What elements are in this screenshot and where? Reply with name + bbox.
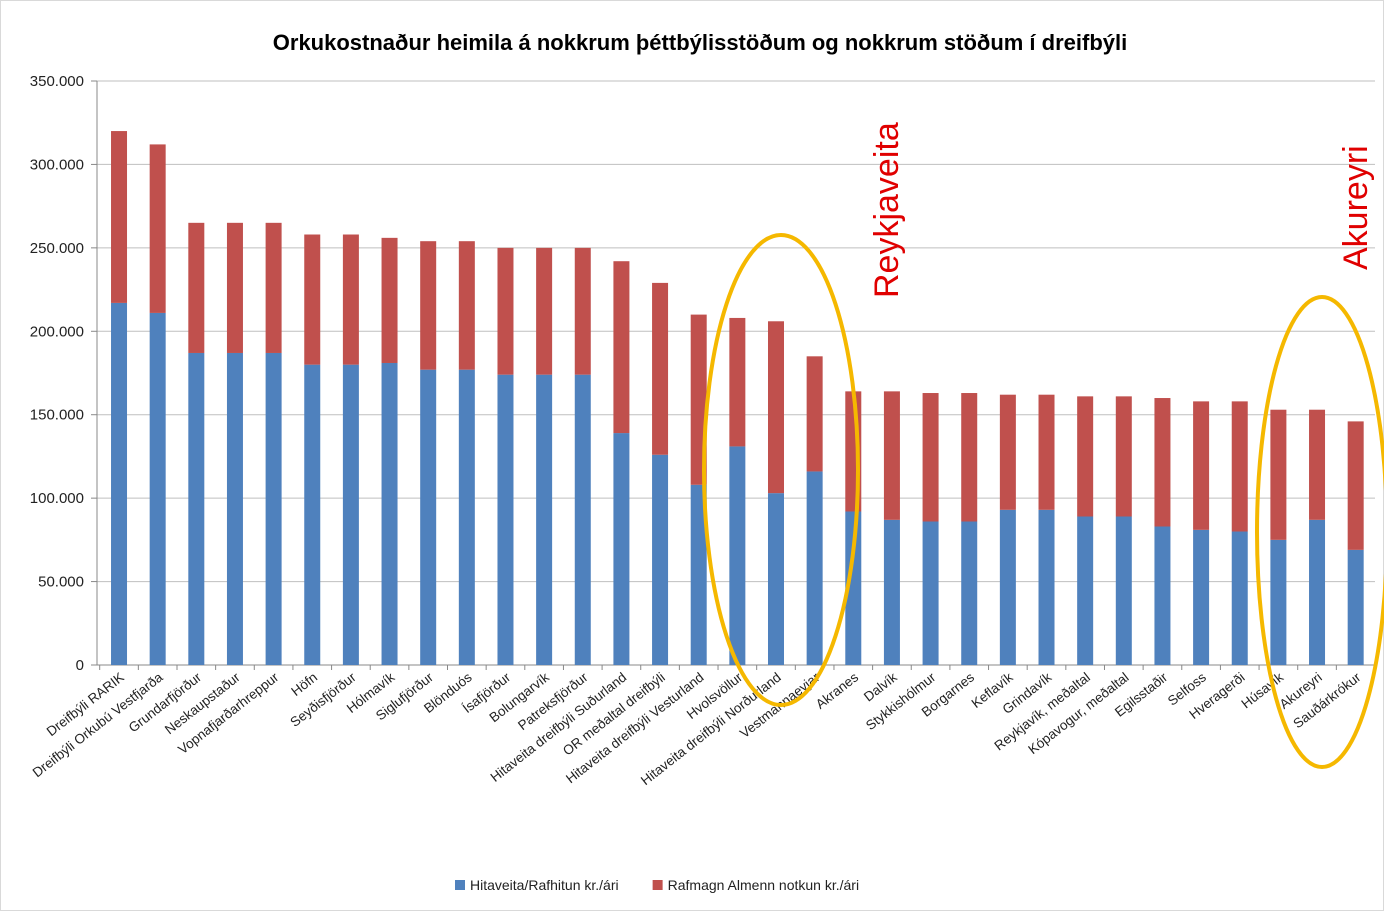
bar-segment <box>1154 398 1171 527</box>
annotation: Reykjaveita <box>868 122 906 298</box>
bar-segment <box>1270 539 1287 665</box>
bar-segment <box>767 321 784 494</box>
y-tick-label: 250.000 <box>30 240 84 257</box>
bar-segment <box>652 454 669 665</box>
bar-segment <box>574 374 591 665</box>
bar-segment <box>381 362 398 665</box>
bar-segment <box>536 247 553 375</box>
bar-segment <box>652 282 669 455</box>
bar-segment <box>922 521 939 665</box>
y-tick-label: 300.000 <box>30 156 84 173</box>
bar-segment <box>342 234 359 365</box>
y-tick-label: 100.000 <box>30 490 84 507</box>
bar-segment <box>1347 549 1364 665</box>
bar-segment <box>265 352 282 665</box>
bar-segment <box>226 222 243 353</box>
bar-segment <box>1347 421 1364 550</box>
bar-segment <box>999 394 1016 510</box>
bar-segment <box>1231 531 1248 665</box>
bar-segment <box>458 241 475 370</box>
bar-segment <box>420 241 437 370</box>
bar-segment <box>883 519 900 665</box>
bar-segment <box>304 234 321 365</box>
bar-segment <box>883 391 900 520</box>
bar-segment <box>1231 401 1248 532</box>
bar-segment <box>613 433 630 665</box>
bar-segment <box>458 369 475 665</box>
bar-segment <box>111 131 128 303</box>
bar-segment <box>1154 526 1171 665</box>
bar-segment <box>1038 394 1055 510</box>
bar-segment <box>1270 409 1287 540</box>
y-tick-label: 50.000 <box>38 574 84 591</box>
y-tick-label: 0 <box>76 657 84 674</box>
bar-segment <box>149 312 166 665</box>
bar-segment <box>690 484 707 665</box>
bar-segment <box>961 393 978 522</box>
bar-segment <box>111 302 128 665</box>
y-tick-label: 200.000 <box>30 323 84 340</box>
bar-segment <box>149 144 166 313</box>
bar-segment <box>767 493 784 665</box>
bar-segment <box>1115 516 1132 665</box>
legend-label: Rafmagn Almenn notkun kr./ári <box>668 877 859 893</box>
bar-segment <box>1115 396 1132 517</box>
annotation: Akureyri <box>1337 145 1375 270</box>
bar-segment <box>304 364 321 665</box>
bar-segment <box>1193 529 1210 665</box>
bar-segment <box>999 509 1016 665</box>
bar-segment <box>922 393 939 522</box>
bar-segment <box>188 222 205 353</box>
bar-segment <box>1309 409 1326 520</box>
bar-segment <box>729 317 746 447</box>
bar-segment <box>574 247 591 375</box>
bar-segment <box>536 374 553 665</box>
y-tick-label: 150.000 <box>30 407 84 424</box>
bar-segment <box>497 374 514 665</box>
y-tick-label: 350.000 <box>30 73 84 90</box>
chart-title: Orkukostnaður heimila á nokkrum þéttbýli… <box>273 30 1127 55</box>
bar-segment <box>1077 396 1094 517</box>
bar-segment <box>226 352 243 665</box>
bar-segment <box>420 369 437 665</box>
legend-swatch <box>652 880 663 890</box>
bar-segment <box>497 247 514 375</box>
bar-segment <box>188 352 205 665</box>
bar-segment <box>1038 509 1055 665</box>
bar-segment <box>265 222 282 353</box>
bar-segment <box>342 364 359 665</box>
bar-segment <box>381 237 398 363</box>
bar-segment <box>729 446 746 665</box>
bar-segment <box>1193 401 1210 530</box>
bar-segment <box>1309 519 1326 665</box>
bar-segment <box>806 471 823 665</box>
bar-segment <box>613 261 630 434</box>
bar-segment <box>1077 516 1094 665</box>
bar-segment <box>806 356 823 472</box>
highlight-ellipse <box>702 233 860 707</box>
bar-segment <box>845 511 862 665</box>
legend-label: Hitaveita/Rafhitun kr./ári <box>470 877 619 893</box>
highlight-ellipse <box>1255 295 1384 769</box>
bar-segment <box>961 521 978 665</box>
legend-swatch <box>455 880 465 890</box>
